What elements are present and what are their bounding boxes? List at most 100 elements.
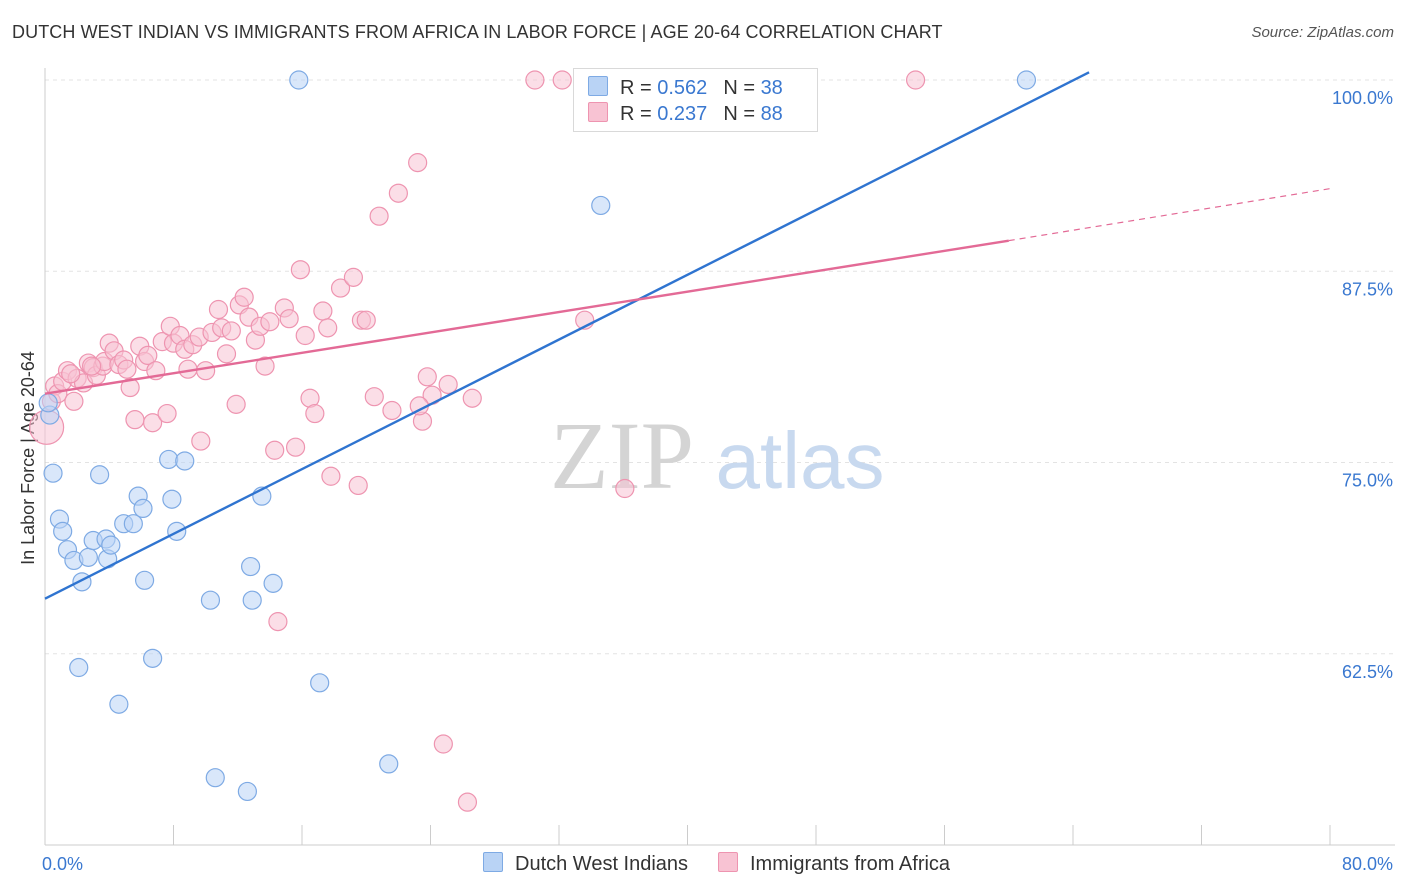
legend-n-value-pink: 88 — [760, 103, 783, 125]
pink-point — [125, 410, 145, 430]
pink-point — [120, 377, 140, 398]
blue-point — [162, 489, 182, 509]
pink-point — [268, 612, 288, 632]
blue-point — [310, 673, 330, 693]
pink-point — [321, 466, 341, 486]
legend-row-blue: R = 0.562 N = 38 — [588, 76, 783, 100]
legend-n-label: N = — [723, 103, 761, 125]
trendline-pink-extension — [1008, 188, 1331, 242]
x-tick-label: 0.0% — [42, 854, 83, 874]
pink-point — [143, 413, 163, 433]
pink-point — [462, 388, 482, 408]
blue-point — [134, 570, 155, 590]
pink-point — [221, 321, 241, 341]
legend: R = 0.562 N = 38 R = 0.237 N = 88 — [573, 68, 818, 132]
blue-point — [53, 521, 73, 541]
pink-point — [61, 364, 81, 384]
pink-point — [226, 394, 246, 414]
pink-point — [234, 287, 254, 307]
pink-point — [457, 792, 478, 812]
y-tick-labels: 100.0% 87.5% 75.0% 62.5% — [1332, 88, 1393, 682]
pink-point — [305, 403, 325, 424]
pink-point — [255, 356, 275, 376]
pink-point — [295, 325, 315, 346]
trendline-blue — [44, 71, 1090, 600]
bottom-legend-item-immigrants-from-africa: Immigrants from Africa — [718, 852, 950, 876]
bottom-legend-swatch-pink — [718, 852, 738, 872]
watermark: ZIP atlas — [550, 402, 884, 509]
blue-point — [43, 463, 63, 483]
blue-point — [591, 195, 611, 216]
watermark-atlas: atlas — [716, 416, 885, 505]
blue-point — [1016, 70, 1037, 90]
pink-point — [191, 431, 211, 451]
x-tick-label: 80.0% — [1342, 854, 1393, 874]
pink-point — [196, 361, 216, 381]
pink-point — [216, 344, 237, 364]
pink-point — [208, 299, 229, 320]
series-dutch-west-indians — [38, 70, 1037, 802]
trendline-pink — [44, 239, 1009, 395]
blue-point — [241, 556, 261, 577]
blue-point — [90, 465, 110, 485]
blue-point — [175, 451, 195, 471]
pink-point — [408, 153, 428, 173]
x-tick-labels: 0.0% 80.0% — [42, 854, 1393, 874]
pink-point — [157, 403, 177, 424]
pink-point — [285, 437, 306, 457]
blue-point — [38, 393, 58, 413]
pink-point — [348, 475, 368, 496]
blue-point — [242, 590, 262, 610]
pink-point — [356, 310, 376, 330]
pink-point — [382, 400, 402, 421]
pink-point — [615, 478, 635, 499]
blue-point — [109, 694, 129, 714]
pink-point — [905, 70, 926, 90]
chart-source: Source: ZipAtlas.com — [1251, 24, 1394, 41]
pink-point — [388, 183, 408, 203]
series-immigrants-from-africa — [29, 70, 926, 812]
pink-point — [117, 359, 137, 379]
bottom-legend-label-pink: Immigrants from Africa — [750, 853, 951, 875]
y-tick-label: 75.0% — [1342, 471, 1393, 491]
y-tick-label: 100.0% — [1332, 88, 1393, 108]
pink-point — [313, 301, 333, 321]
legend-swatch-blue — [588, 76, 608, 96]
legend-n-label: N = — [723, 77, 761, 99]
pink-point — [290, 260, 310, 280]
pink-point — [525, 70, 545, 90]
pink-point — [138, 345, 158, 365]
blue-point — [133, 498, 153, 518]
pink-point — [260, 312, 280, 332]
chart-title: DUTCH WEST INDIAN VS IMMIGRANTS FROM AFR… — [12, 22, 943, 42]
y-axis-label: In Labor Force | Age 20-64 — [18, 351, 38, 565]
y-tick-label: 62.5% — [1342, 662, 1393, 682]
blue-point — [69, 657, 89, 678]
pink-point — [369, 206, 389, 226]
pink-point — [318, 318, 338, 338]
blue-point — [379, 754, 399, 774]
blue-point — [205, 768, 225, 788]
y-tick-label: 87.5% — [1342, 279, 1393, 299]
pink-point — [433, 734, 453, 754]
blue-point — [143, 648, 163, 668]
blue-point — [159, 449, 179, 470]
blue-point — [263, 573, 283, 593]
legend-n-value-blue: 38 — [760, 77, 783, 99]
blue-point — [78, 547, 98, 567]
pink-point — [438, 374, 458, 395]
legend-r-label: R = — [620, 103, 658, 125]
bottom-legend: Dutch West Indians Immigrants from Afric… — [0, 850, 1406, 878]
legend-row-pink: R = 0.237 N = 88 — [588, 102, 783, 126]
pink-point — [279, 309, 299, 329]
blue-point — [200, 590, 221, 610]
bottom-legend-swatch-blue — [483, 852, 503, 872]
pink-point — [417, 367, 437, 387]
blue-point — [101, 535, 121, 555]
pink-point — [330, 278, 351, 298]
x-ticks — [44, 825, 1331, 845]
pink-point — [265, 440, 285, 460]
legend-r-label: R = — [620, 77, 658, 99]
pink-point — [64, 391, 84, 411]
